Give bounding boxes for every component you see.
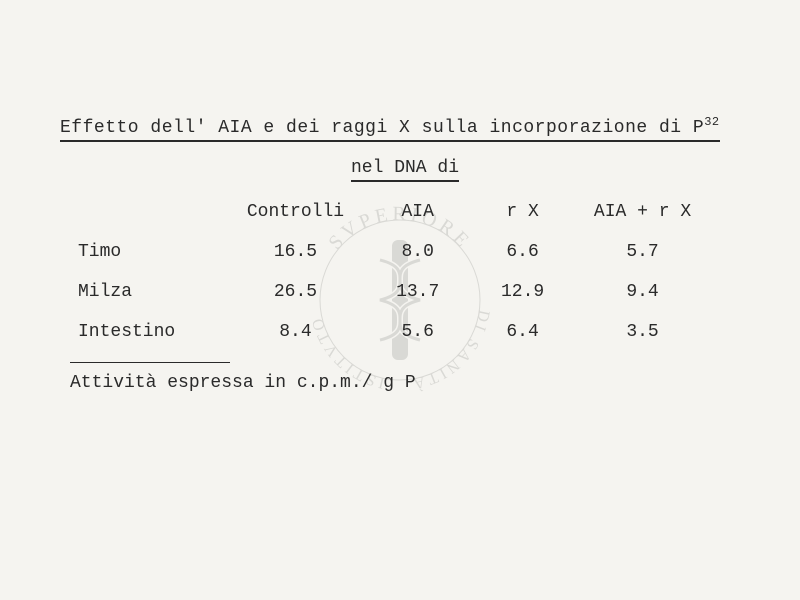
cell: 9.4	[575, 272, 710, 312]
column-header: AIA	[365, 196, 470, 232]
table-row: Timo 16.5 8.0 6.6 5.7	[70, 232, 710, 272]
cell: 8.4	[226, 312, 366, 352]
cell: 12.9	[470, 272, 575, 312]
title: Effetto dell' AIA e dei raggi X sulla in…	[60, 115, 720, 142]
table-row: Intestino 8.4 5.6 6.4 3.5	[70, 312, 710, 352]
cell: 13.7	[365, 272, 470, 312]
column-header: Controlli	[226, 196, 366, 232]
cell: 3.5	[575, 312, 710, 352]
title-text: Effetto dell' AIA e dei raggi X sulla in…	[60, 118, 704, 138]
cell: 6.6	[470, 232, 575, 272]
cell: 5.6	[365, 312, 470, 352]
document-page: Effetto dell' AIA e dei raggi X sulla in…	[60, 115, 750, 393]
subtitle: nel DNA di	[351, 158, 459, 182]
table-header-row: Controlli AIA r X AIA + r X	[70, 196, 710, 232]
row-label: Intestino	[70, 312, 226, 352]
cell: 16.5	[226, 232, 366, 272]
column-header: AIA + r X	[575, 196, 710, 232]
cell: 6.4	[470, 312, 575, 352]
table-row: Milza 26.5 13.7 12.9 9.4	[70, 272, 710, 312]
cell: 26.5	[226, 272, 366, 312]
horizontal-rule	[70, 362, 230, 363]
table-corner	[70, 196, 226, 232]
row-label: Milza	[70, 272, 226, 312]
row-label: Timo	[70, 232, 226, 272]
column-header: r X	[470, 196, 575, 232]
title-superscript: 32	[704, 115, 719, 129]
cell: 5.7	[575, 232, 710, 272]
cell: 8.0	[365, 232, 470, 272]
data-table: Controlli AIA r X AIA + r X Timo 16.5 8.…	[70, 196, 710, 352]
footnote: Attività espressa in c.p.m./ g P	[70, 373, 750, 393]
